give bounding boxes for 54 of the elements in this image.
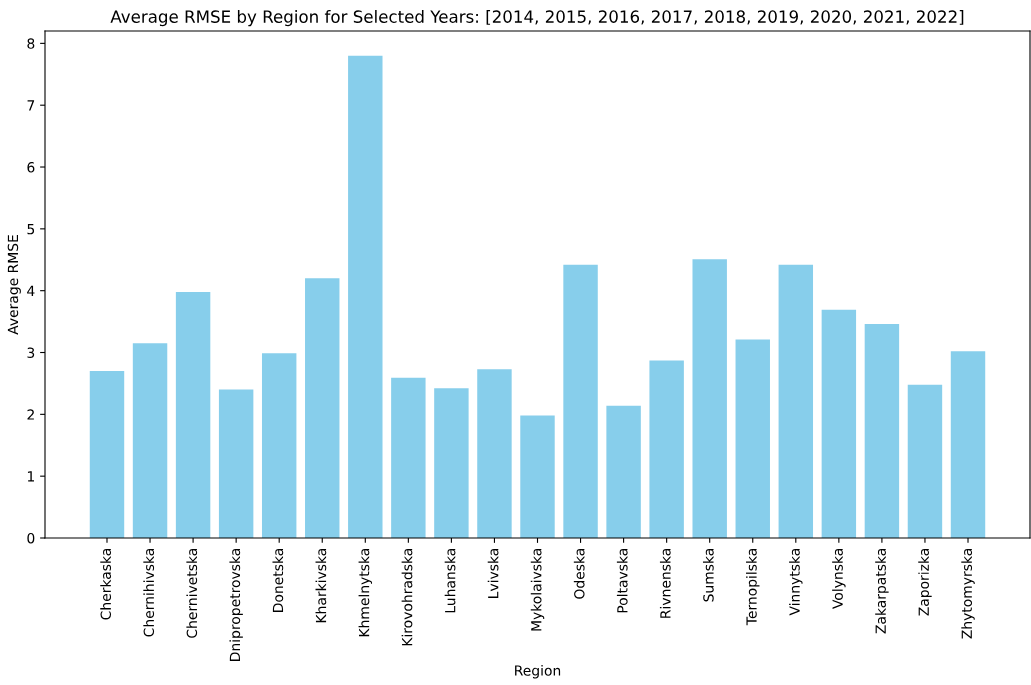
x-tick-label: Dnipropetrovska (229, 548, 243, 661)
bar (261, 353, 297, 538)
x-tick-label: Khmelnytska (358, 548, 373, 637)
x-tick-label: Lvivska (487, 548, 499, 598)
x-tick-label: Donetska (272, 548, 284, 612)
x-tick-label: Chernihivska (143, 548, 155, 637)
bar (520, 415, 555, 538)
chart-title: Average RMSE by Region for Selected Years: [2014, 2015, 2016, 2017, 2018, 2019, 2020, 2021, 2022] (110, 10, 964, 27)
bar (821, 309, 857, 538)
x-tick-label: Rivnenska (659, 548, 671, 618)
bar (649, 360, 684, 538)
bar (348, 55, 383, 538)
bar (864, 324, 900, 538)
bar (563, 264, 598, 538)
x-tick-label: Poltavska (616, 548, 628, 613)
x-tick-label: Chernivetska (186, 548, 198, 638)
y-tick-label: 6 (27, 161, 35, 173)
bar (477, 369, 512, 538)
y-tick-label: 4 (27, 285, 35, 296)
bar (132, 343, 168, 538)
bar (735, 339, 770, 538)
y-tick-label: 3 (27, 347, 35, 358)
x-axis-title: Region (515, 665, 561, 679)
x-tick-label: Ternopilska (746, 548, 760, 626)
bar (218, 389, 254, 538)
y-axis-title: Average RMSE (7, 235, 21, 335)
x-tick-label: Mykolaivska (530, 548, 545, 631)
x-tick-label: Kharkivska (315, 548, 327, 623)
x-tick-label: Volynska (832, 548, 846, 609)
bar (778, 264, 814, 538)
bar (391, 377, 426, 538)
bar (434, 388, 469, 538)
bar (89, 371, 125, 538)
x-tick-label: Kirovohradska (401, 548, 413, 646)
x-tick-label: Odeska (573, 548, 585, 599)
y-tick-label: 0 (27, 532, 35, 544)
x-tick-label: Vinnytska (789, 548, 803, 616)
y-tick-label: 8 (27, 38, 35, 49)
bar (175, 291, 211, 538)
x-tick-label: Luhanska (444, 548, 456, 613)
bar (606, 405, 641, 538)
bar (950, 351, 986, 538)
y-tick-label: 2 (27, 409, 34, 420)
x-tick-label: Zaporizka (918, 548, 932, 616)
bar (692, 259, 727, 538)
y-tick-label: 7 (27, 100, 35, 111)
bar (907, 384, 943, 538)
x-tick-label: Cherkaska (100, 548, 112, 620)
y-tick-label: 5 (27, 224, 35, 235)
x-tick-label: Sumska (702, 548, 714, 602)
bar (305, 278, 340, 538)
x-tick-label: Zakarpatska (875, 548, 889, 634)
y-tick-label: 1 (27, 471, 34, 482)
x-tick-label: Zhytomyrska (961, 548, 975, 639)
